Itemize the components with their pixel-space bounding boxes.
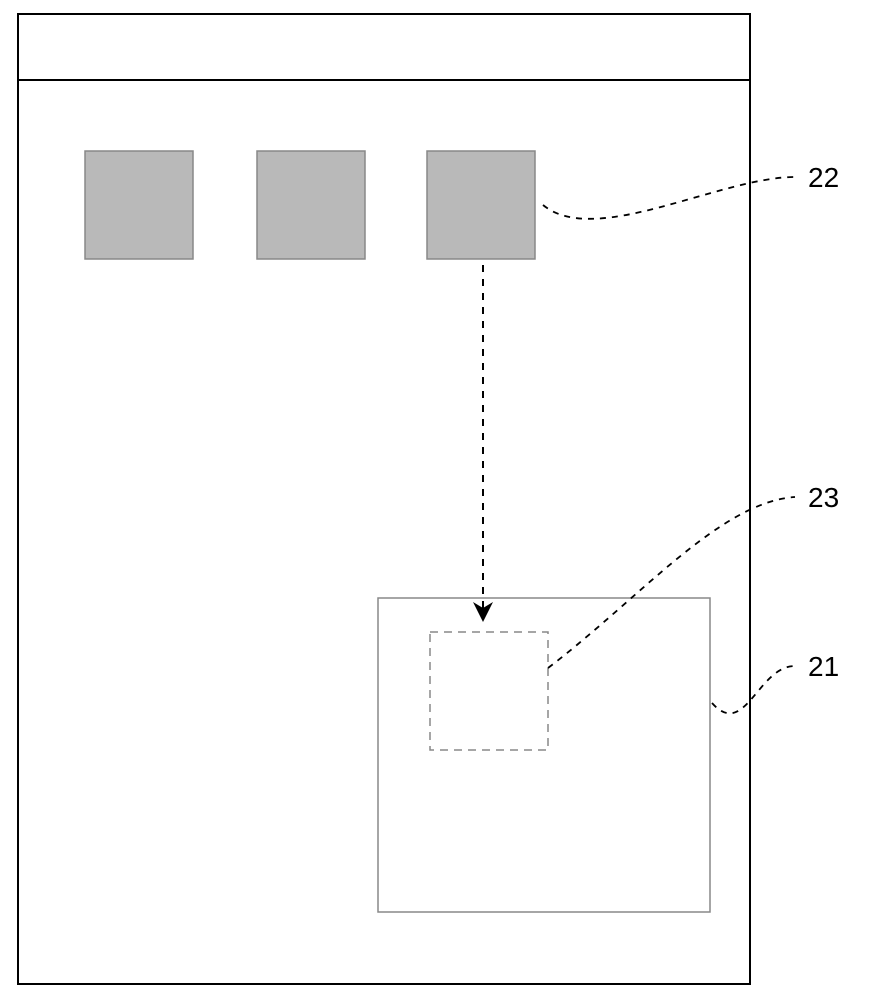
callout-label-23: 23 — [808, 482, 839, 514]
callout-label-21: 21 — [808, 651, 839, 683]
callout-label-22: 22 — [808, 162, 839, 194]
icon-square — [85, 151, 193, 259]
icon-square — [427, 151, 535, 259]
callout-leader-21 — [712, 666, 795, 713]
drop-target-panel — [378, 598, 710, 912]
icon-square — [257, 151, 365, 259]
header-bar — [18, 14, 750, 80]
callout-leader-22 — [543, 177, 795, 219]
drop-ghost — [430, 632, 548, 750]
diagram-canvas — [0, 0, 869, 1000]
callout-leader-23 — [548, 497, 795, 668]
